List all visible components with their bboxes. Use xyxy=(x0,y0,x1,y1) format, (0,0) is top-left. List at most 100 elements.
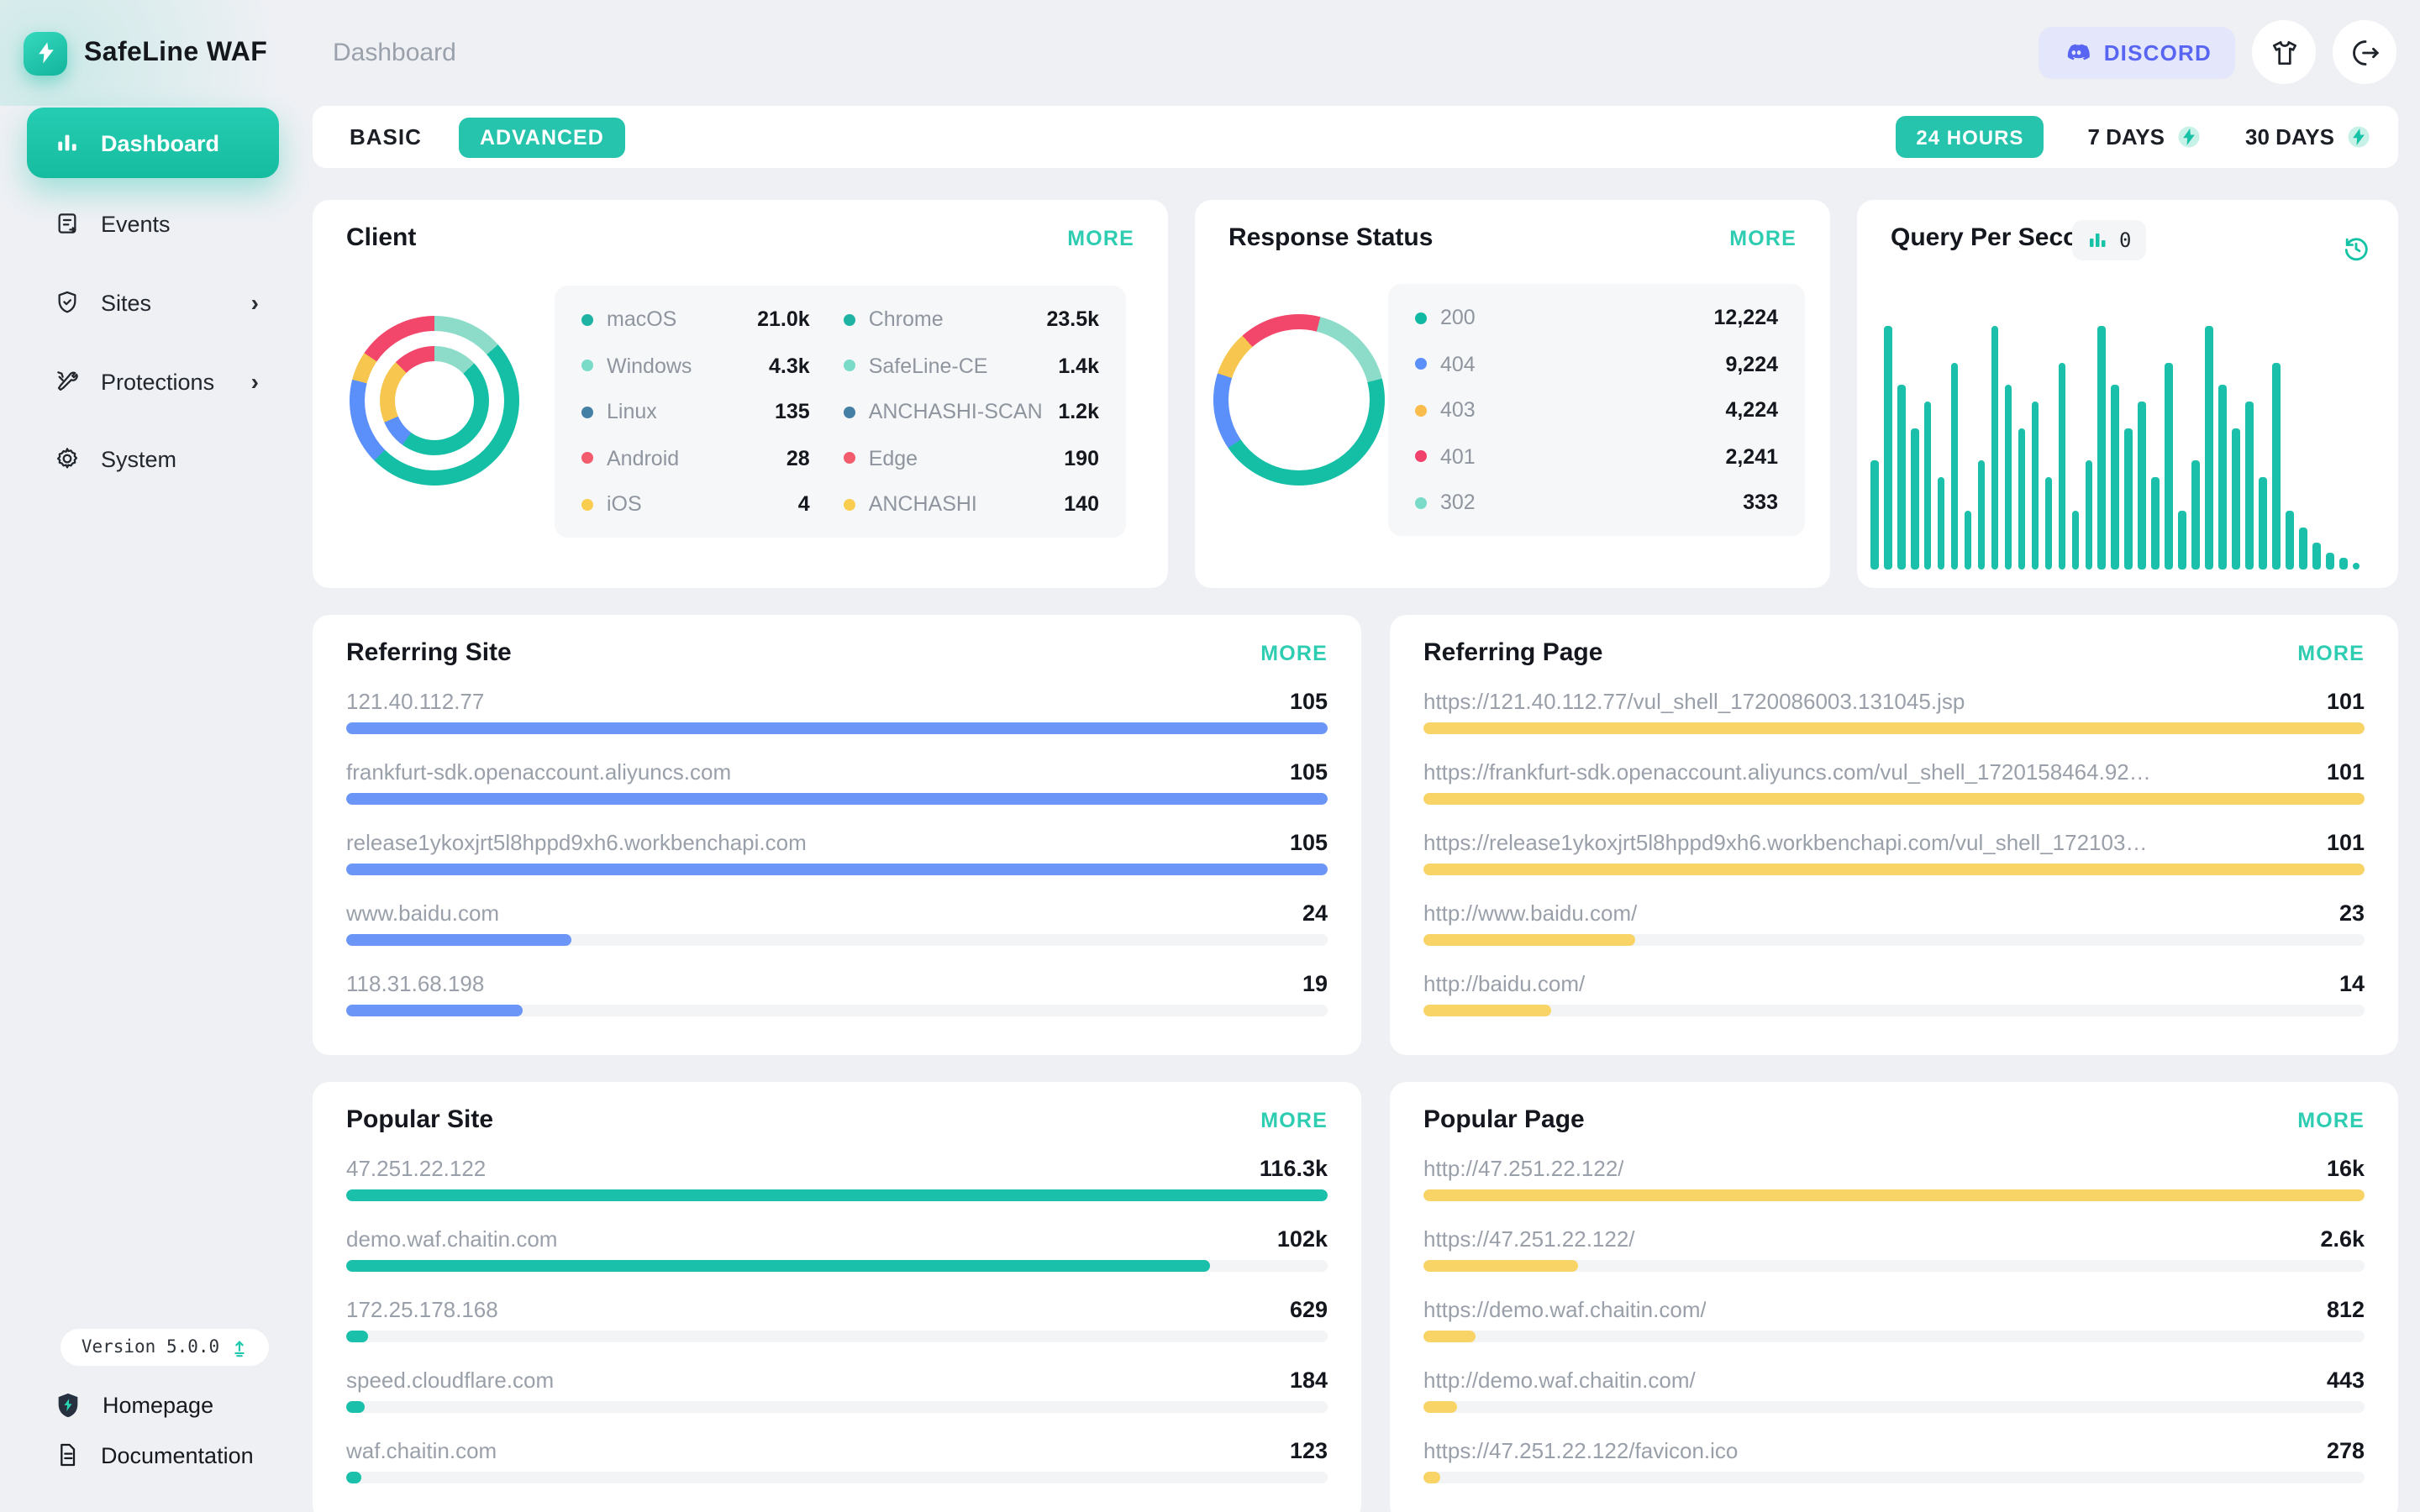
sidebar-item-events[interactable]: Events xyxy=(27,195,279,252)
card-title: Referring Site xyxy=(346,638,512,667)
progress-fill xyxy=(346,793,1328,805)
safeline-bolt-icon xyxy=(2346,124,2371,150)
theme-tshirt-button[interactable] xyxy=(2252,20,2316,84)
list-item: http://baidu.com/ 14 xyxy=(1423,971,2365,1042)
qps-bar xyxy=(2111,384,2120,570)
sidebar-item-dashboard[interactable]: Dashboard xyxy=(27,108,279,178)
progress-track xyxy=(1423,934,2365,946)
qps-bar xyxy=(1937,476,1945,570)
referring-row: Referring Site MORE 121.40.112.77 105 fr… xyxy=(313,615,2398,1055)
popular-site-more-link[interactable]: MORE xyxy=(1260,1109,1328,1132)
range-24-hours[interactable]: 24 HOURS xyxy=(1896,116,2044,158)
list-item: https://47.251.22.122/ 2.6k xyxy=(1423,1226,2365,1297)
range-selector: 24 HOURS 7 DAYS 30 DAYS xyxy=(1896,116,2378,158)
list-item: https://frankfurt-sdk.openaccount.aliyun… xyxy=(1423,759,2365,830)
qps-current-value: 0 xyxy=(2119,228,2132,252)
qps-bar xyxy=(2071,511,2080,570)
list-item-label: speed.cloudflare.com xyxy=(346,1368,555,1393)
list-item: 121.40.112.77 105 xyxy=(346,689,1328,759)
list-item: speed.cloudflare.com 184 xyxy=(346,1368,1328,1438)
list-item-head: http://baidu.com/ 14 xyxy=(1423,971,2365,996)
progress-fill xyxy=(1423,1401,1457,1413)
range-30-days[interactable]: 30 DAYS xyxy=(2245,124,2371,150)
progress-fill xyxy=(1423,1005,1551,1016)
sidebar-item-sites[interactable]: Sites › xyxy=(27,274,279,331)
progress-track xyxy=(1423,1472,2365,1483)
gear-icon xyxy=(54,445,81,472)
safeline-logo-icon xyxy=(24,31,67,75)
client-legend: macOS 21.0k Windows 4.3k Linux 135 Andro… xyxy=(555,286,1126,538)
range-7-days-label: 7 DAYS xyxy=(2087,124,2165,150)
sidebar-item-label: Dashboard xyxy=(101,130,220,155)
progress-fill xyxy=(346,1260,1210,1272)
list-item: www.baidu.com 24 xyxy=(346,900,1328,971)
response-status-card: Response Status MORE 200 12,224 404 9,22… xyxy=(1195,200,1830,588)
progress-track xyxy=(1423,1401,2365,1413)
list-item-head: 118.31.68.198 19 xyxy=(346,971,1328,996)
legend-label: SafeLine-CE xyxy=(868,354,988,377)
history-icon[interactable] xyxy=(2341,234,2371,264)
qps-bar xyxy=(2286,511,2294,570)
legend-item: SafeLine-CE 1.4k xyxy=(843,354,1099,377)
homepage-link[interactable]: Homepage xyxy=(54,1386,213,1423)
progress-fill xyxy=(346,1401,364,1413)
list-item-value: 123 xyxy=(1289,1438,1328,1463)
logout-button[interactable] xyxy=(2333,20,2396,84)
progress-track xyxy=(346,1260,1328,1272)
legend-dot xyxy=(581,360,593,371)
list-item: https://47.251.22.122/favicon.ico 278 xyxy=(1423,1438,2365,1509)
legend-dot xyxy=(581,498,593,510)
list-item-label: https://frankfurt-sdk.openaccount.aliyun… xyxy=(1423,759,2158,785)
version-badge[interactable]: Version 5.0.0 xyxy=(60,1329,269,1366)
card-title: Referring Page xyxy=(1423,638,1603,667)
list-item-label: http://demo.waf.chaitin.com/ xyxy=(1423,1368,1696,1393)
list-item: 172.25.178.168 629 xyxy=(346,1297,1328,1368)
qps-bar xyxy=(1883,326,1892,570)
qps-bar xyxy=(2165,362,2173,570)
legend-item: Android 28 xyxy=(581,446,810,470)
progress-fill xyxy=(1423,1331,1476,1342)
legend-item: ANCHASHI-SCAN 1.2k xyxy=(843,400,1099,423)
referring-page-more-link[interactable]: MORE xyxy=(2297,642,2365,665)
client-more-link[interactable]: MORE xyxy=(1067,227,1134,250)
referring-site-card: Referring Site MORE 121.40.112.77 105 fr… xyxy=(313,615,1361,1055)
legend-label: 302 xyxy=(1440,491,1476,514)
legend-label: 401 xyxy=(1440,444,1476,468)
qps-bar xyxy=(1977,459,1986,570)
legend-item: macOS 21.0k xyxy=(581,307,810,331)
referring-page-card: Referring Page MORE https://121.40.112.7… xyxy=(1390,615,2398,1055)
list-item-head: https://frankfurt-sdk.openaccount.aliyun… xyxy=(1423,759,2365,785)
legend-label: Edge xyxy=(868,446,918,470)
legend-item: 302 333 xyxy=(1415,491,1778,514)
qps-bar xyxy=(2312,543,2321,570)
chevron-right-icon: › xyxy=(250,289,259,316)
legend-value: 140 xyxy=(1064,492,1099,516)
referring-site-more-link[interactable]: MORE xyxy=(1260,642,1328,665)
list-item-label: 121.40.112.77 xyxy=(346,689,485,714)
qps-bar xyxy=(1991,326,1999,570)
sidebar-item-system[interactable]: System xyxy=(27,430,279,487)
sidebar-item-protections[interactable]: Protections › xyxy=(27,353,279,410)
list-item-value: 101 xyxy=(2326,759,2365,785)
progress-track xyxy=(346,793,1328,805)
qps-bar xyxy=(2018,428,2026,570)
popular-page-list: http://47.251.22.122/ 16k https://47.251… xyxy=(1423,1156,2365,1509)
progress-track xyxy=(346,1005,1328,1016)
response-more-link[interactable]: MORE xyxy=(1729,227,1797,250)
tab-advanced[interactable]: ADVANCED xyxy=(458,117,625,157)
legend-dot xyxy=(1415,312,1427,323)
list-item-value: 184 xyxy=(1289,1368,1328,1393)
legend-label: macOS xyxy=(607,307,677,331)
progress-fill xyxy=(1423,1472,1440,1483)
progress-fill xyxy=(346,1189,1328,1201)
qps-bar xyxy=(2151,476,2160,570)
discord-button[interactable]: DISCORD xyxy=(2038,26,2235,78)
legend-dot xyxy=(581,406,593,417)
toolbar: BASIC ADVANCED 24 HOURS 7 DAYS 30 DAYS xyxy=(313,106,2398,168)
tab-basic[interactable]: BASIC xyxy=(350,124,422,150)
qps-bar xyxy=(2259,476,2267,570)
documentation-link[interactable]: Documentation xyxy=(54,1436,254,1473)
popular-page-more-link[interactable]: MORE xyxy=(2297,1109,2365,1132)
referring-site-list: 121.40.112.77 105 frankfurt-sdk.openacco… xyxy=(346,689,1328,1042)
range-7-days[interactable]: 7 DAYS xyxy=(2087,124,2202,150)
